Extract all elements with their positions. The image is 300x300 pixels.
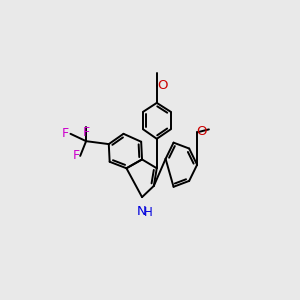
Text: F: F xyxy=(73,148,80,161)
Text: N: N xyxy=(136,205,146,218)
Text: O: O xyxy=(157,79,167,92)
Text: F: F xyxy=(61,127,69,140)
Text: O: O xyxy=(196,125,207,138)
Text: F: F xyxy=(82,126,90,140)
Text: H: H xyxy=(144,206,153,219)
